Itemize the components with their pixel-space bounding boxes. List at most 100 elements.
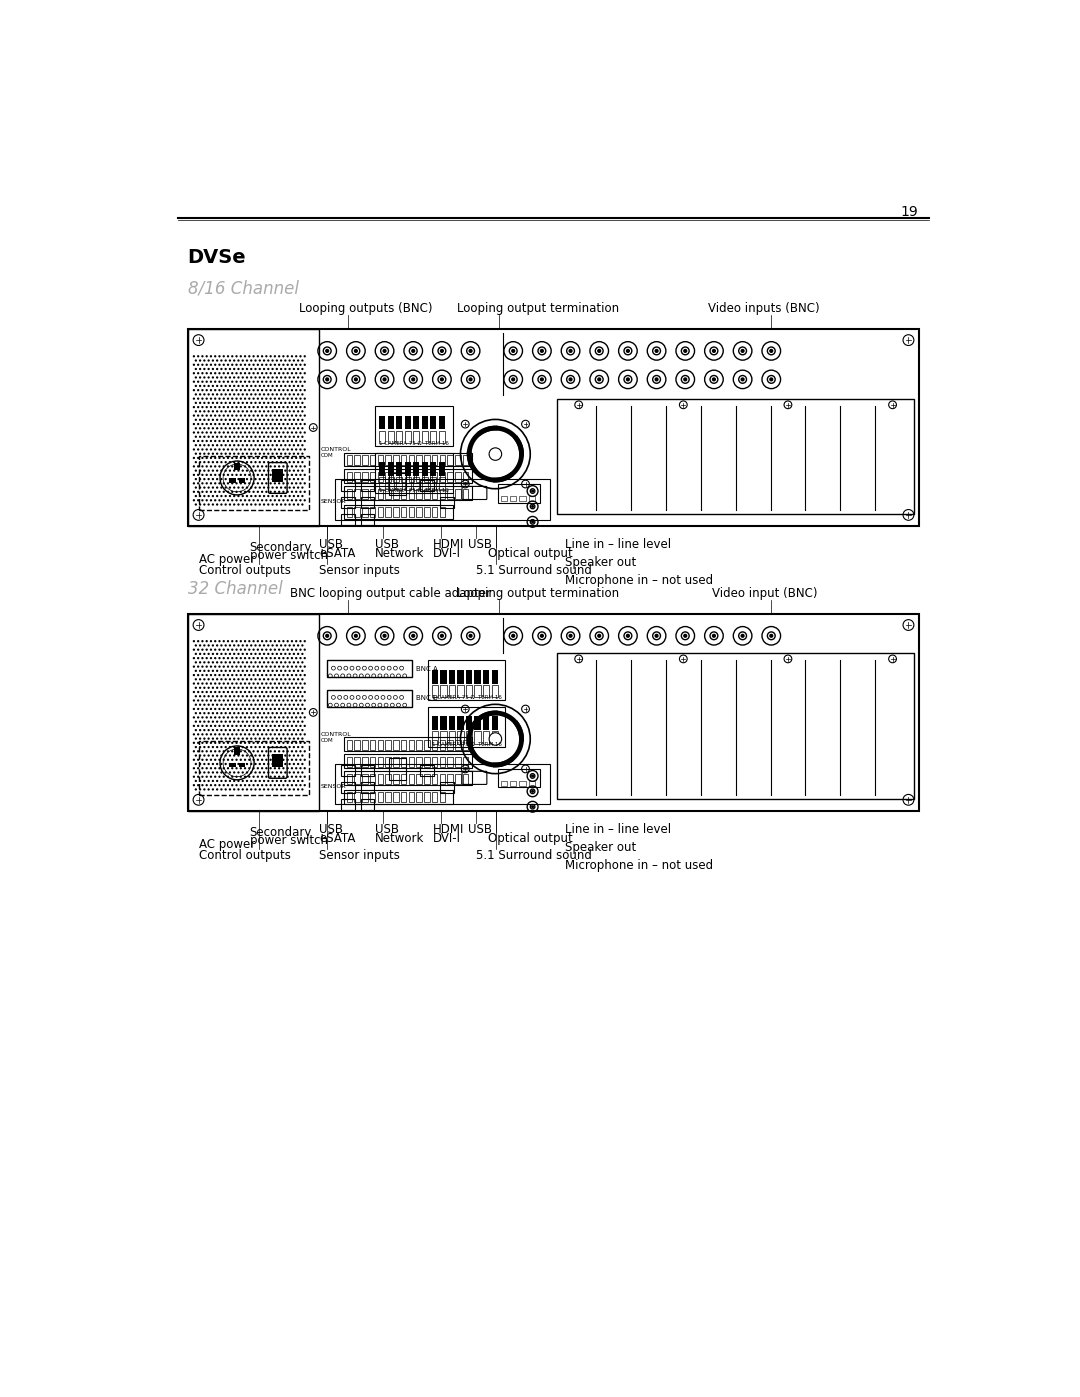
Circle shape <box>201 717 204 718</box>
Circle shape <box>220 393 222 395</box>
Circle shape <box>291 440 293 441</box>
Circle shape <box>275 704 278 705</box>
Circle shape <box>248 784 251 787</box>
Circle shape <box>192 665 195 668</box>
Circle shape <box>273 499 276 502</box>
Circle shape <box>238 763 240 766</box>
Circle shape <box>231 380 233 383</box>
Bar <box>347 489 352 499</box>
Bar <box>362 757 367 767</box>
Circle shape <box>282 767 284 770</box>
Circle shape <box>225 661 227 664</box>
Circle shape <box>257 388 259 391</box>
Bar <box>432 757 437 767</box>
Circle shape <box>238 469 240 472</box>
Circle shape <box>251 469 253 472</box>
Circle shape <box>214 363 216 366</box>
Circle shape <box>246 644 248 647</box>
Circle shape <box>251 754 253 757</box>
Circle shape <box>270 448 272 451</box>
Circle shape <box>205 388 207 391</box>
Circle shape <box>280 678 282 680</box>
Circle shape <box>248 682 251 685</box>
Circle shape <box>489 448 501 461</box>
Circle shape <box>244 474 246 476</box>
Circle shape <box>225 780 227 782</box>
Circle shape <box>299 784 301 787</box>
Circle shape <box>203 729 205 731</box>
Circle shape <box>212 359 214 362</box>
Circle shape <box>258 478 261 481</box>
Circle shape <box>266 440 268 441</box>
Circle shape <box>271 754 273 757</box>
Circle shape <box>288 652 291 655</box>
Circle shape <box>231 355 233 358</box>
Circle shape <box>251 453 253 455</box>
Circle shape <box>201 640 204 643</box>
Circle shape <box>225 427 227 429</box>
Bar <box>234 747 240 756</box>
Circle shape <box>229 678 231 680</box>
Circle shape <box>242 411 244 412</box>
Circle shape <box>192 767 195 770</box>
Circle shape <box>210 448 212 451</box>
Circle shape <box>253 465 255 468</box>
Circle shape <box>253 742 255 745</box>
Circle shape <box>282 372 284 374</box>
Circle shape <box>258 495 261 497</box>
Circle shape <box>303 363 306 366</box>
Bar <box>529 496 535 502</box>
Text: AC power: AC power <box>200 838 256 851</box>
Circle shape <box>205 448 207 451</box>
Circle shape <box>301 696 303 697</box>
Circle shape <box>233 738 235 740</box>
Circle shape <box>280 436 282 437</box>
Circle shape <box>222 725 225 726</box>
Bar <box>557 652 914 799</box>
Circle shape <box>271 444 273 447</box>
Circle shape <box>255 469 257 472</box>
Bar <box>465 715 472 729</box>
Circle shape <box>280 402 282 404</box>
Bar <box>408 774 414 784</box>
Circle shape <box>278 432 281 433</box>
Circle shape <box>231 398 233 400</box>
Circle shape <box>194 444 197 447</box>
Circle shape <box>255 780 257 782</box>
Bar <box>463 774 469 784</box>
Circle shape <box>253 759 255 761</box>
Circle shape <box>197 657 200 659</box>
Circle shape <box>271 367 273 370</box>
Circle shape <box>273 440 276 441</box>
Bar <box>396 415 403 429</box>
Circle shape <box>248 692 251 693</box>
Circle shape <box>244 482 246 485</box>
Circle shape <box>297 746 299 749</box>
Circle shape <box>229 696 231 697</box>
Circle shape <box>233 486 235 489</box>
Circle shape <box>227 725 229 726</box>
Circle shape <box>275 754 278 757</box>
Bar <box>420 766 434 775</box>
Circle shape <box>273 682 276 685</box>
Circle shape <box>257 717 259 718</box>
Circle shape <box>194 763 197 766</box>
Circle shape <box>326 379 328 381</box>
Circle shape <box>255 384 257 387</box>
Circle shape <box>207 376 210 379</box>
Circle shape <box>267 384 270 387</box>
Circle shape <box>684 634 687 637</box>
Circle shape <box>253 457 255 460</box>
Circle shape <box>207 652 210 655</box>
Circle shape <box>273 717 276 718</box>
Circle shape <box>261 432 264 433</box>
Circle shape <box>295 499 297 502</box>
Circle shape <box>262 704 266 705</box>
Circle shape <box>194 686 197 689</box>
Circle shape <box>238 696 240 697</box>
Circle shape <box>212 486 214 489</box>
Bar <box>465 731 472 743</box>
Circle shape <box>258 788 261 791</box>
Circle shape <box>214 708 216 710</box>
Circle shape <box>210 440 212 441</box>
